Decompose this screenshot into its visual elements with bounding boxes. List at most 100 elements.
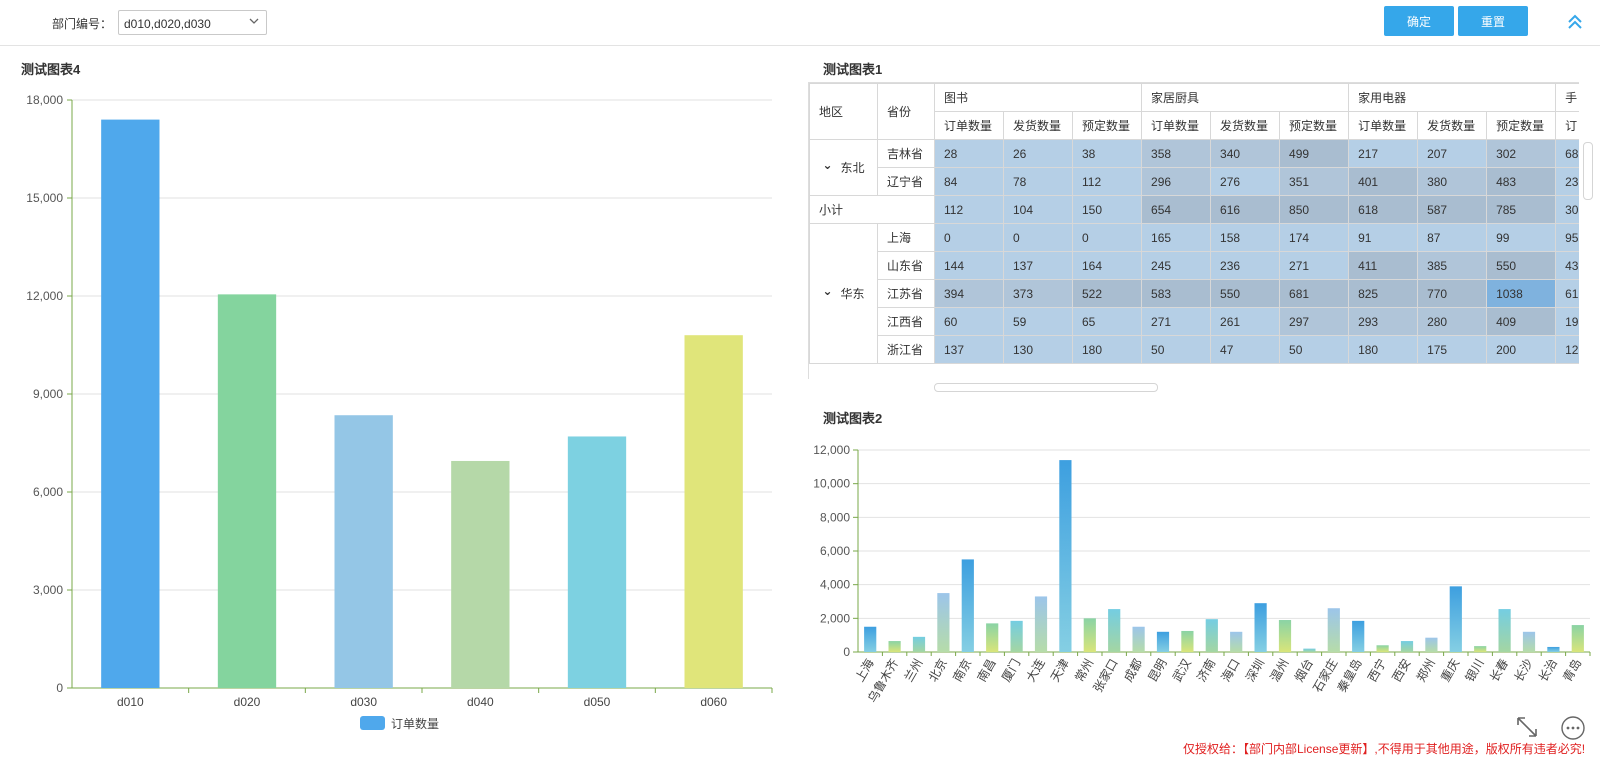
chart2-bar[interactable] <box>1156 631 1170 652</box>
chart2-bar[interactable] <box>1205 619 1218 652</box>
chart4-bar[interactable] <box>334 415 393 688</box>
chart2-bar[interactable] <box>1181 630 1194 652</box>
chart2-bar[interactable] <box>1010 620 1023 652</box>
chevron-down-icon <box>249 18 259 24</box>
chart4-bar[interactable] <box>684 335 743 688</box>
value-cell: 358 <box>1141 139 1212 168</box>
value-cell: 587 <box>1417 195 1488 224</box>
chart2-bar[interactable] <box>1254 603 1267 652</box>
chart2-bar[interactable] <box>1498 609 1511 652</box>
province-cell: 山东省 <box>877 251 935 280</box>
chart2-bar[interactable] <box>1132 626 1145 652</box>
chart2-x-tick-label: 成都 <box>1121 657 1145 685</box>
value-cell: 770 <box>1417 279 1488 308</box>
chart4-bar[interactable] <box>451 460 510 688</box>
header-group: 手 <box>1555 83 1579 112</box>
chart2-bar[interactable] <box>1449 586 1462 652</box>
value-cell: 200 <box>1486 335 1557 364</box>
crosstab-table: 地区 省份 图书 家居厨具 家用电器手订单数量 发货数量 预定数量 订单数量 发货数量 预定数量订… <box>809 83 1579 364</box>
header-measure: 订单数量 <box>1141 111 1212 140</box>
header-measure: 订单数量 <box>1348 111 1419 140</box>
header-measure: 发货数量 <box>1210 111 1281 140</box>
value-cell: 38 <box>1071 139 1143 168</box>
value-cell: 180 <box>1071 335 1143 364</box>
value-cell: 785 <box>1486 195 1557 224</box>
value-cell: 104 <box>1003 195 1073 224</box>
collapse-up-icon[interactable] <box>1565 12 1585 32</box>
chart2-bar[interactable] <box>1108 609 1121 652</box>
more-options-icon[interactable] <box>1560 715 1586 741</box>
value-cell: 26 <box>1003 139 1073 168</box>
header-measure: 订单数量 <box>934 111 1004 140</box>
value-cell: 99 <box>1486 223 1557 252</box>
header-measure: 预定数量 <box>1486 111 1557 140</box>
chart2-bar[interactable] <box>986 623 999 652</box>
chart4-bar[interactable] <box>217 294 277 688</box>
table-vertical-scrollbar[interactable] <box>1583 142 1593 200</box>
chart2-y-tick-label: 8,000 <box>820 510 850 524</box>
value-cell: 60 <box>934 307 1004 336</box>
chart2-bar[interactable] <box>864 626 877 652</box>
chart4-x-tick-label: d060 <box>700 695 727 709</box>
chart2-bar[interactable] <box>1376 645 1389 652</box>
chart4-legend-label[interactable]: 订单数量 <box>391 716 439 731</box>
chart2-bar[interactable] <box>1425 637 1438 652</box>
value-cell: 0 <box>1003 223 1073 252</box>
value-cell: 137 <box>1003 251 1073 280</box>
value-cell: 550 <box>1210 279 1281 308</box>
chart2-bar[interactable] <box>888 641 901 652</box>
value-cell: 112 <box>1071 167 1143 196</box>
chart2-x-tick-label: 西宁 <box>1364 656 1389 684</box>
chart4-legend-swatch[interactable] <box>360 716 385 730</box>
chart2-bar[interactable] <box>1034 596 1048 652</box>
value-cell: 164 <box>1071 251 1143 280</box>
value-cell: 276 <box>1210 167 1281 196</box>
value-cell: 112 <box>934 195 1004 224</box>
chart4-bar[interactable] <box>567 436 627 688</box>
chart2-bar[interactable] <box>1400 641 1414 652</box>
license-notice: 仅授权给：【部门内部License更新】,不得用于其他用途，版权所有违者必究! <box>1183 742 1586 756</box>
chart2-x-tick-label: 昆明 <box>1145 657 1169 685</box>
expand-chevron-icon[interactable]: ⌄ <box>822 284 833 298</box>
fullscreen-icon[interactable] <box>1515 715 1539 739</box>
chart2-bar[interactable] <box>1230 631 1243 652</box>
chart2-bar[interactable] <box>961 559 974 652</box>
chart2-bar[interactable] <box>1352 620 1365 652</box>
chart2-bar[interactable] <box>1327 608 1340 652</box>
table-row: 江苏省 394 373 522 583 550 681 825 770 1038 61 <box>810 279 1579 308</box>
chart2-bar[interactable] <box>1474 646 1487 652</box>
table-row: ⌄ 东北 吉林省 28 26 38 358 340 499 217 207 302 68 <box>809 139 1579 196</box>
chart4-y-tick-label: 6,000 <box>33 485 63 499</box>
table-horizontal-scrollbar[interactable] <box>934 383 1158 392</box>
chart2-bar[interactable] <box>1522 631 1536 652</box>
chart2-x-tick-label: 张家口 <box>1090 656 1121 695</box>
chart2-bar[interactable] <box>1547 646 1560 652</box>
chart4-y-tick-label: 18,000 <box>26 93 63 107</box>
value-cell: 165 <box>1141 223 1212 252</box>
chart2-x-tick-label: 北京 <box>926 657 950 685</box>
chart4-y-tick-label: 15,000 <box>26 191 63 205</box>
value-cell: 0 <box>1071 223 1143 252</box>
chart2-x-tick-label: 南昌 <box>974 656 999 684</box>
expand-chevron-icon[interactable]: ⌄ <box>822 158 833 172</box>
department-select[interactable]: d010,d020,d030 <box>118 10 267 35</box>
value-cell: 217 <box>1348 139 1419 168</box>
chart2-bar[interactable] <box>1303 648 1316 652</box>
header-measure: 发货数量 <box>1417 111 1488 140</box>
confirm-button[interactable]: 确定 <box>1384 6 1454 36</box>
chart2-x-tick-label: 烟台 <box>1291 656 1316 684</box>
chart4-bar[interactable] <box>101 119 160 689</box>
value-cell: 28 <box>934 139 1004 168</box>
subtotal-row: 小计 112 104 150 654 616 850 618 587 785 30 <box>809 195 1579 224</box>
chart2-bar[interactable] <box>1059 460 1072 652</box>
reset-button[interactable]: 重置 <box>1458 6 1528 36</box>
chart2-bar[interactable] <box>937 593 950 652</box>
chart2-y-tick-label: 12,000 <box>813 443 850 457</box>
chart2-bar[interactable] <box>1278 620 1292 652</box>
chart2-bar[interactable] <box>1571 625 1584 652</box>
department-filter-label: 部门编号： <box>52 17 113 31</box>
chart2-bar[interactable] <box>912 636 926 652</box>
chart2-bar[interactable] <box>1083 618 1096 652</box>
chart4-title: 测试图表4 <box>21 62 81 77</box>
crosstab-table-container[interactable]: 地区 省份 图书 家居厨具 家用电器手订单数量 发货数量 预定数量 订单数量 发货数量 预定数量订… <box>808 82 1579 379</box>
